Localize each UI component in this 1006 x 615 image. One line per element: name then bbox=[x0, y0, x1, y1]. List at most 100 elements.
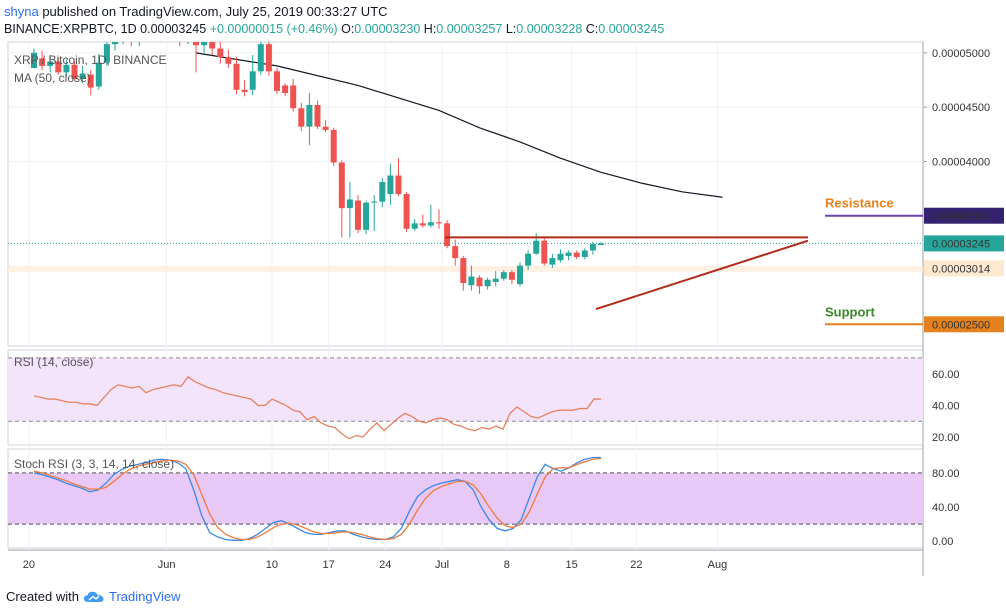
candle-body bbox=[161, 26, 167, 33]
candle-body bbox=[47, 61, 54, 66]
candle-body bbox=[128, 31, 134, 39]
stoch-tick-label: 0.00 bbox=[932, 536, 953, 548]
x-tick-label: Aug bbox=[708, 559, 728, 571]
candle-body bbox=[265, 44, 272, 72]
candle-body bbox=[274, 71, 280, 91]
close-value: 0.00003245 bbox=[598, 22, 665, 36]
candle-body bbox=[395, 175, 402, 194]
symbol-name: BINANCE:XRPBTC, 1D bbox=[4, 22, 137, 36]
stoch-k-line bbox=[33, 456, 601, 541]
candle-body bbox=[525, 253, 532, 266]
candle-body bbox=[87, 74, 94, 88]
candle-body bbox=[153, 26, 159, 36]
candle-body bbox=[95, 62, 102, 87]
candle-body bbox=[225, 57, 232, 64]
candle-body bbox=[39, 58, 46, 66]
high-value: 0.00003257 bbox=[436, 22, 503, 36]
candle-body bbox=[177, 28, 183, 40]
candle-body bbox=[71, 64, 78, 79]
x-tick-label: 22 bbox=[630, 559, 642, 571]
candle-body bbox=[484, 279, 491, 287]
candle-body bbox=[500, 272, 507, 279]
candle-body bbox=[355, 200, 361, 230]
candle-body bbox=[136, 29, 142, 39]
candle-body bbox=[103, 44, 110, 63]
x-tick-label: 24 bbox=[379, 559, 391, 571]
candle-body bbox=[209, 42, 216, 49]
stoch-d-line bbox=[33, 457, 602, 541]
candle-body bbox=[581, 250, 588, 257]
candle-body bbox=[217, 48, 224, 58]
stoch-tick-label: 40.00 bbox=[932, 502, 960, 514]
y-tick-label: 0.00005000 bbox=[932, 48, 990, 60]
rsi-legend: RSI (14, close) bbox=[14, 355, 93, 369]
stoch-tick-label: 80.00 bbox=[932, 468, 960, 480]
candle-body bbox=[436, 222, 442, 224]
candles-group bbox=[31, 26, 604, 294]
tradingview-brand[interactable]: TradingView bbox=[108, 589, 181, 604]
resistance-label: Resistance bbox=[825, 196, 894, 211]
tradingview-cloud-icon bbox=[83, 591, 104, 602]
candle-body bbox=[589, 243, 596, 251]
candle-body bbox=[476, 277, 483, 287]
candle-body bbox=[201, 42, 208, 46]
price-pane-frame bbox=[7, 41, 924, 347]
footer: Created with TradingView bbox=[6, 589, 181, 604]
candle-body bbox=[257, 44, 264, 72]
high-label: H: bbox=[423, 22, 437, 36]
candle-body bbox=[169, 28, 175, 32]
candle-body bbox=[330, 129, 337, 163]
candle-body bbox=[444, 223, 451, 247]
candle-body bbox=[508, 272, 515, 280]
candle-body bbox=[314, 104, 321, 127]
candle-body bbox=[322, 126, 329, 130]
candle-body bbox=[298, 108, 305, 127]
publish-info: published on TradingView.com, July 25, 2… bbox=[42, 4, 388, 19]
candle-body bbox=[598, 243, 604, 246]
close-label: C: bbox=[585, 22, 599, 36]
low-value: 0.00003228 bbox=[516, 22, 583, 36]
x-tick-label: 8 bbox=[504, 559, 510, 571]
zone-axis-label-text: 0.00003014 bbox=[932, 263, 990, 275]
main-legend: XRP / Bitcoin, 1D, BINANCE bbox=[14, 53, 167, 67]
resistance-axis-label-box bbox=[924, 207, 1004, 224]
candle-body bbox=[79, 73, 86, 79]
rsi-tick-label: 20.00 bbox=[932, 432, 960, 444]
candle-body bbox=[492, 278, 499, 282]
candle-body bbox=[185, 34, 191, 39]
x-tick-label: Jun bbox=[158, 559, 176, 571]
support-axis-label-text: 0.00002500 bbox=[932, 319, 990, 331]
candle-body bbox=[282, 85, 289, 94]
candle-body bbox=[249, 71, 256, 90]
ascending-trendline bbox=[595, 239, 809, 311]
rsi-line bbox=[33, 376, 601, 440]
author-name[interactable]: shyna bbox=[4, 4, 39, 19]
zone-axis-label-box bbox=[924, 260, 1004, 277]
candle-body bbox=[63, 64, 70, 73]
candle-body bbox=[557, 253, 564, 261]
rsi-tick-label: 40.00 bbox=[932, 400, 960, 412]
created-with-text: Created with bbox=[6, 589, 79, 604]
candle-body bbox=[144, 29, 150, 36]
low-label: L: bbox=[505, 22, 517, 36]
x-tick-label: 15 bbox=[565, 559, 577, 571]
candle-body bbox=[452, 246, 459, 259]
candle-body bbox=[55, 61, 62, 73]
candle-body bbox=[290, 85, 297, 109]
candle-body bbox=[517, 265, 523, 285]
y-tick-label: 0.00004000 bbox=[932, 156, 990, 168]
candle-body bbox=[403, 194, 410, 229]
current-price: 0.00003245 bbox=[140, 22, 207, 36]
open-label: O: bbox=[341, 22, 355, 36]
candle-body bbox=[533, 240, 540, 254]
symbol-line: BINANCE:XRPBTC, 1D 0.00003245 +0.0000001… bbox=[4, 22, 664, 36]
candle-body bbox=[31, 52, 37, 69]
x-tick-label: Jul bbox=[435, 559, 449, 571]
candle-body bbox=[419, 223, 426, 226]
publish-line: shyna published on TradingView.com, July… bbox=[4, 4, 388, 19]
candle-body bbox=[411, 223, 418, 229]
open-value: 0.00003230 bbox=[354, 22, 421, 36]
price-change: +0.00000015 (+0.46%) bbox=[209, 22, 338, 36]
candle-body bbox=[306, 104, 313, 127]
